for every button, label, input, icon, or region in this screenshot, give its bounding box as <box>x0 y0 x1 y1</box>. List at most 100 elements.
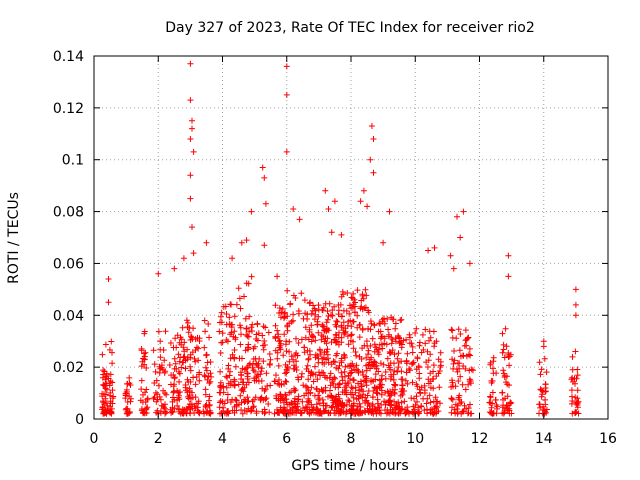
data-point <box>307 390 314 397</box>
data-point <box>395 410 402 417</box>
data-point <box>456 396 463 403</box>
data-point <box>364 203 371 210</box>
data-point <box>308 332 315 338</box>
data-point <box>203 367 210 374</box>
data-point <box>466 345 473 352</box>
data-point <box>267 382 274 389</box>
data-point <box>384 355 391 362</box>
data-point <box>321 338 328 345</box>
data-point <box>322 335 329 342</box>
data-point <box>350 318 356 325</box>
data-point <box>141 328 148 335</box>
data-point <box>325 206 332 212</box>
data-point <box>105 299 112 306</box>
data-point <box>243 237 250 244</box>
data-point <box>195 357 202 364</box>
data-point <box>538 393 545 400</box>
data-point <box>187 172 194 179</box>
data-point <box>568 387 575 394</box>
data-point <box>359 292 366 299</box>
data-point <box>348 384 355 391</box>
data-point <box>421 382 428 389</box>
data-point <box>540 338 547 345</box>
data-point <box>344 290 351 296</box>
data-point <box>187 351 194 358</box>
data-point <box>244 394 251 401</box>
data-point <box>308 369 315 376</box>
data-point <box>409 343 416 350</box>
data-point <box>394 355 401 362</box>
data-point <box>451 406 458 413</box>
data-point <box>465 381 472 388</box>
data-point <box>103 400 110 407</box>
data-point <box>427 370 434 377</box>
data-point <box>335 365 342 372</box>
data-point <box>457 373 464 380</box>
data-point <box>189 125 195 132</box>
data-point <box>126 374 133 381</box>
data-point <box>456 365 463 372</box>
data-point <box>324 316 331 323</box>
data-point <box>202 391 209 398</box>
data-point <box>433 410 439 417</box>
data-point <box>304 398 311 405</box>
data-point <box>223 311 230 317</box>
data-point <box>302 324 309 331</box>
data-point <box>283 91 290 98</box>
data-point <box>412 402 419 408</box>
data-point <box>356 334 363 341</box>
data-point <box>335 381 342 388</box>
data-point <box>336 380 343 387</box>
data-point <box>219 339 226 346</box>
data-point <box>237 392 244 399</box>
data-point <box>487 361 494 368</box>
data-point <box>242 315 249 322</box>
data-point <box>344 408 350 415</box>
data-point <box>410 359 417 366</box>
data-point <box>338 231 345 238</box>
data-point <box>392 325 399 332</box>
data-point <box>238 407 245 413</box>
data-point <box>328 312 334 318</box>
data-point <box>305 355 312 362</box>
data-point <box>220 303 227 310</box>
data-point <box>539 388 546 394</box>
data-point <box>367 342 374 349</box>
data-point <box>345 397 352 404</box>
data-point <box>416 342 423 349</box>
data-point <box>308 409 315 416</box>
data-point <box>151 380 158 386</box>
data-point <box>311 316 318 323</box>
data-point <box>427 399 434 406</box>
data-point <box>157 338 164 345</box>
data-point <box>141 409 148 416</box>
data-point <box>310 302 317 309</box>
data-point <box>291 387 298 394</box>
data-point <box>153 398 160 405</box>
data-point <box>266 362 273 368</box>
data-point <box>426 392 433 399</box>
data-point <box>460 208 467 215</box>
data-point <box>188 334 195 341</box>
data-point <box>179 359 186 366</box>
data-point <box>229 255 236 262</box>
data-point <box>103 370 110 377</box>
data-point <box>176 358 183 365</box>
data-point <box>355 380 361 387</box>
data-point <box>292 403 299 410</box>
data-point <box>244 375 251 382</box>
data-point <box>403 369 410 376</box>
data-point <box>395 399 402 406</box>
data-point <box>401 388 408 394</box>
data-point <box>499 349 506 356</box>
data-point <box>180 255 187 262</box>
data-point <box>340 403 347 410</box>
data-point <box>227 355 234 362</box>
data-point <box>324 375 331 382</box>
data-point <box>218 319 225 326</box>
data-point <box>317 351 324 358</box>
data-point <box>190 148 197 155</box>
data-point <box>536 401 543 408</box>
data-point <box>152 368 159 375</box>
data-point <box>358 356 365 362</box>
